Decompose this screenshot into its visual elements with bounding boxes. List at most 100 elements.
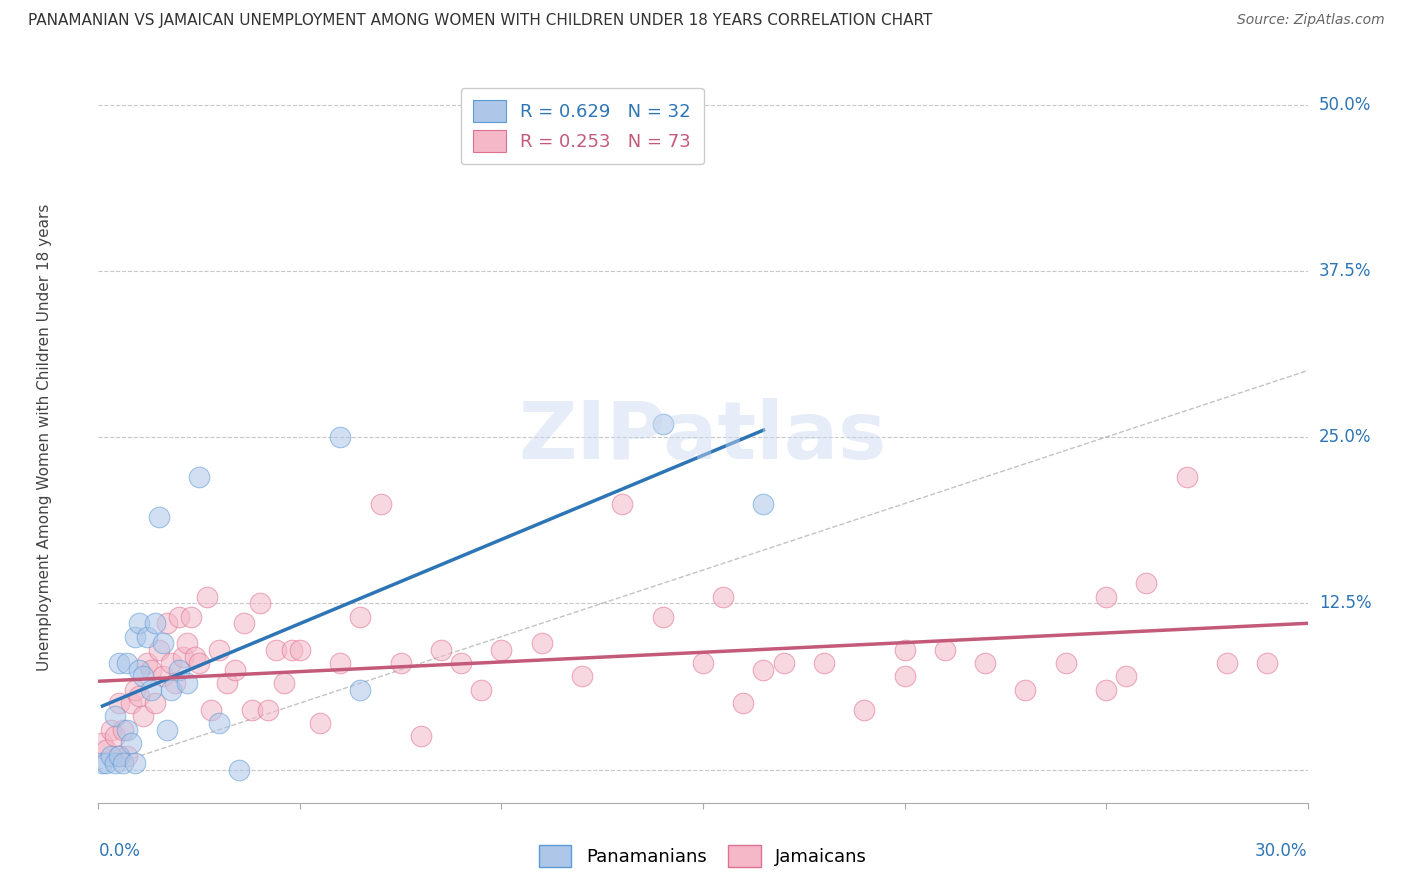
Point xyxy=(530,636,553,650)
Point xyxy=(111,756,134,770)
Point xyxy=(148,643,170,657)
Point xyxy=(974,656,997,670)
Point xyxy=(96,742,118,756)
Point xyxy=(148,509,170,524)
Point xyxy=(128,690,150,704)
Point xyxy=(124,682,146,697)
Point xyxy=(128,616,150,631)
Point xyxy=(349,682,371,697)
Point xyxy=(103,709,125,723)
Point xyxy=(256,703,278,717)
Point xyxy=(156,723,179,737)
Point xyxy=(103,756,125,770)
Point xyxy=(329,430,352,444)
Point xyxy=(163,676,186,690)
Point xyxy=(1175,470,1198,484)
Point xyxy=(139,663,162,677)
Point xyxy=(107,749,129,764)
Text: 50.0%: 50.0% xyxy=(1319,95,1371,113)
Legend: Panamanians, Jamaicans: Panamanians, Jamaicans xyxy=(531,838,875,874)
Point xyxy=(120,736,142,750)
Point xyxy=(128,663,150,677)
Point xyxy=(135,630,157,644)
Point xyxy=(91,736,114,750)
Point xyxy=(107,749,129,764)
Point xyxy=(571,669,593,683)
Point xyxy=(208,643,231,657)
Text: ZIPatlas: ZIPatlas xyxy=(519,398,887,476)
Text: 12.5%: 12.5% xyxy=(1319,594,1371,612)
Text: 30.0%: 30.0% xyxy=(1256,842,1308,860)
Point xyxy=(1115,669,1137,683)
Point xyxy=(224,663,246,677)
Point xyxy=(228,763,250,777)
Point xyxy=(200,703,222,717)
Point xyxy=(120,696,142,710)
Point xyxy=(135,656,157,670)
Point xyxy=(612,497,634,511)
Point xyxy=(240,703,263,717)
Point xyxy=(232,616,254,631)
Point xyxy=(115,749,138,764)
Point xyxy=(152,669,174,683)
Point xyxy=(111,723,134,737)
Point xyxy=(107,656,129,670)
Point xyxy=(180,609,202,624)
Point xyxy=(430,643,453,657)
Point xyxy=(1054,656,1077,670)
Point xyxy=(733,696,755,710)
Point xyxy=(264,643,287,657)
Point xyxy=(100,749,122,764)
Point xyxy=(143,696,166,710)
Point xyxy=(1014,682,1036,697)
Point xyxy=(103,729,125,743)
Point xyxy=(167,609,190,624)
Point xyxy=(309,716,332,731)
Point xyxy=(124,756,146,770)
Point xyxy=(184,649,207,664)
Point xyxy=(143,616,166,631)
Legend: R = 0.629   N = 32, R = 0.253   N = 73: R = 0.629 N = 32, R = 0.253 N = 73 xyxy=(461,87,703,164)
Point xyxy=(208,716,231,731)
Point xyxy=(100,723,122,737)
Text: Source: ZipAtlas.com: Source: ZipAtlas.com xyxy=(1237,13,1385,28)
Point xyxy=(195,590,218,604)
Point xyxy=(893,643,915,657)
Point xyxy=(329,656,352,670)
Point xyxy=(107,696,129,710)
Text: 25.0%: 25.0% xyxy=(1319,428,1371,446)
Point xyxy=(1135,576,1157,591)
Point xyxy=(1216,656,1239,670)
Text: PANAMANIAN VS JAMAICAN UNEMPLOYMENT AMONG WOMEN WITH CHILDREN UNDER 18 YEARS COR: PANAMANIAN VS JAMAICAN UNEMPLOYMENT AMON… xyxy=(28,13,932,29)
Text: 37.5%: 37.5% xyxy=(1319,262,1371,280)
Point xyxy=(288,643,311,657)
Point xyxy=(176,636,198,650)
Point xyxy=(188,656,211,670)
Point xyxy=(160,682,183,697)
Point xyxy=(115,723,138,737)
Point xyxy=(249,596,271,610)
Point xyxy=(217,676,239,690)
Point xyxy=(124,630,146,644)
Point xyxy=(1256,656,1278,670)
Point xyxy=(160,656,183,670)
Point xyxy=(450,656,472,670)
Point xyxy=(491,643,513,657)
Point xyxy=(91,756,114,770)
Point xyxy=(139,682,162,697)
Point xyxy=(752,497,775,511)
Point xyxy=(470,682,492,697)
Point xyxy=(389,656,412,670)
Point xyxy=(813,656,835,670)
Text: 0.0%: 0.0% xyxy=(98,842,141,860)
Point xyxy=(176,676,198,690)
Point xyxy=(934,643,956,657)
Point xyxy=(167,663,190,677)
Point xyxy=(853,703,876,717)
Point xyxy=(772,656,794,670)
Point xyxy=(96,756,118,770)
Point xyxy=(711,590,734,604)
Point xyxy=(152,636,174,650)
Point xyxy=(115,656,138,670)
Point xyxy=(172,649,194,664)
